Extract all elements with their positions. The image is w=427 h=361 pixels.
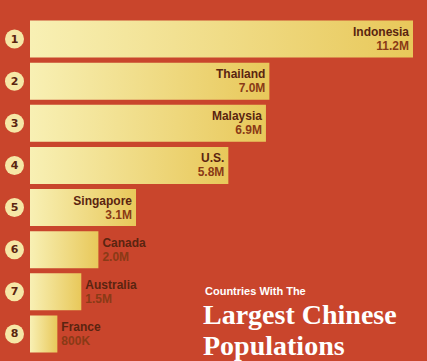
svg-text:8: 8 (11, 327, 19, 340)
svg-text:Canada: Canada (102, 236, 146, 250)
svg-text:Malaysia: Malaysia (212, 109, 262, 123)
svg-text:4: 4 (11, 159, 19, 172)
svg-text:7: 7 (11, 285, 19, 298)
svg-text:France: France (61, 320, 101, 334)
svg-text:Thailand: Thailand (216, 67, 265, 81)
svg-text:3.1M: 3.1M (105, 208, 132, 222)
svg-text:Australia: Australia (85, 278, 137, 292)
svg-text:Largest Chinese: Largest Chinese (203, 299, 404, 330)
svg-text:6.9M: 6.9M (235, 123, 262, 137)
svg-text:1.5M: 1.5M (85, 292, 112, 306)
svg-text:6: 6 (11, 243, 19, 256)
svg-text:1: 1 (11, 33, 19, 46)
svg-text:2.0M: 2.0M (102, 250, 129, 264)
svg-text:Indonesia: Indonesia (353, 25, 409, 39)
svg-text:5.8M: 5.8M (198, 165, 225, 179)
svg-text:800K: 800K (61, 334, 90, 348)
svg-text:7.0M: 7.0M (239, 81, 266, 95)
svg-text:5: 5 (11, 201, 19, 214)
svg-text:3: 3 (11, 117, 19, 130)
svg-text:Populations: Populations (203, 330, 345, 361)
svg-text:2: 2 (11, 75, 19, 88)
svg-text:U.S.: U.S. (201, 151, 224, 165)
svg-text:11.2M: 11.2M (376, 39, 409, 53)
svg-text:Singapore: Singapore (73, 194, 132, 208)
svg-text:Countries With The: Countries With The (205, 285, 306, 297)
